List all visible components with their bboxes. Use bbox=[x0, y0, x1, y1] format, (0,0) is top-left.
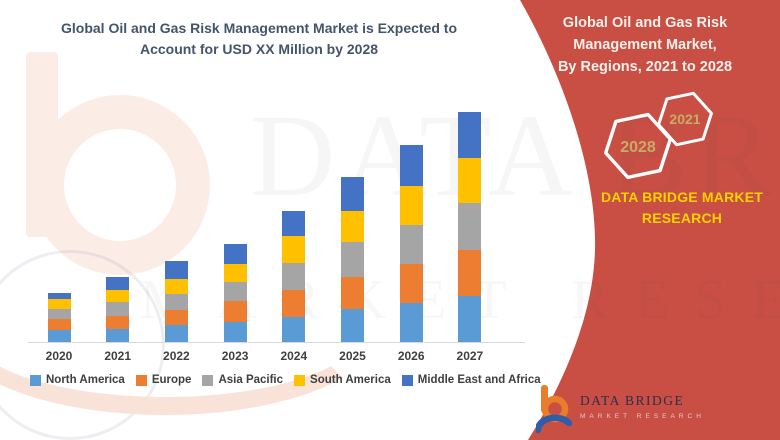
bar-segment-2023-europe bbox=[223, 301, 247, 322]
hexagon-2028 bbox=[604, 112, 672, 180]
legend-marker-icon bbox=[401, 374, 413, 386]
bar-segment-2024-south-america bbox=[282, 236, 306, 263]
bar-segment-2024-north-america bbox=[282, 317, 306, 342]
bar-segment-2027-north-america bbox=[458, 296, 482, 342]
x-axis-line bbox=[28, 342, 525, 343]
legend-label: Middle East and Africa bbox=[417, 374, 541, 386]
logo-text-block: DATA BRIDGE MARKET RESEARCH bbox=[580, 393, 705, 420]
bar-segment-2022-south-america bbox=[164, 279, 188, 294]
legend-item-asia-pacific: Asia Pacific bbox=[202, 374, 283, 386]
chart-title: Global Oil and Gas Risk Management Marke… bbox=[38, 18, 480, 60]
bar-segment-2027-europe bbox=[458, 250, 482, 296]
legend-label: Asia Pacific bbox=[218, 374, 284, 386]
legend-marker-icon bbox=[294, 374, 306, 386]
x-axis-label-2022: 2022 bbox=[163, 349, 190, 363]
hexagon-2021-label: 2021 bbox=[669, 111, 700, 127]
brand-line2: RESEARCH bbox=[641, 210, 723, 226]
bar-segment-2020-north-america bbox=[47, 330, 71, 342]
chart-title-line2: Account for USD XX Million by 2028 bbox=[139, 41, 379, 57]
bar-segment-2020-middle-east-and-africa bbox=[47, 293, 71, 299]
brand-line1: DATA BRIDGE MARKET bbox=[601, 189, 763, 205]
bar-segment-2020-europe bbox=[47, 319, 71, 330]
bar-segment-2023-middle-east-and-africa bbox=[223, 244, 247, 264]
bar-segment-2022-north-america bbox=[164, 325, 188, 342]
bar-segment-2027-asia-pacific bbox=[458, 203, 482, 250]
legend-label: North America bbox=[46, 374, 125, 386]
bar-segment-2021-middle-east-and-africa bbox=[106, 277, 130, 290]
bar-segment-2026-middle-east-and-africa bbox=[399, 145, 423, 186]
legend-item-middle-east-and-africa: Middle East and Africa bbox=[401, 374, 541, 386]
x-axis-label-2023: 2023 bbox=[221, 349, 249, 363]
year-hexagons: 2021 2028 bbox=[604, 91, 713, 180]
bar-2024 bbox=[282, 211, 306, 342]
brand-name: DATA BRIDGE MARKET RESEARCH bbox=[572, 187, 780, 229]
panel-title: Global Oil and Gas Risk Management Marke… bbox=[520, 12, 770, 78]
bar-segment-2026-asia-pacific bbox=[399, 225, 423, 264]
bar-2022 bbox=[164, 261, 188, 342]
legend-item-north-america: North America bbox=[30, 374, 125, 386]
legend-marker-icon bbox=[30, 374, 41, 386]
bar-segment-2024-europe bbox=[282, 290, 306, 317]
panel-title-line3: By Regions, 2021 to 2028 bbox=[557, 59, 733, 75]
bar-segment-2025-south-america bbox=[341, 211, 364, 242]
bar-segment-2022-europe bbox=[164, 310, 188, 325]
x-axis-label-2025: 2025 bbox=[339, 349, 366, 363]
legend-marker-icon bbox=[202, 374, 214, 386]
bar-segment-2021-north-america bbox=[106, 329, 130, 342]
x-axis-label-2024: 2024 bbox=[280, 349, 308, 363]
bar-segment-2021-asia-pacific bbox=[106, 302, 130, 316]
bar-2023 bbox=[223, 244, 247, 342]
data-bridge-logo-icon bbox=[536, 385, 572, 434]
bar-segment-2023-asia-pacific bbox=[223, 282, 247, 301]
bar-segment-2021-europe bbox=[106, 316, 130, 329]
bar-segment-2023-south-america bbox=[223, 264, 247, 282]
bar-segment-2022-middle-east-and-africa bbox=[164, 261, 188, 279]
bars-layer bbox=[30, 90, 530, 342]
bar-segment-2025-middle-east-and-africa bbox=[341, 177, 364, 211]
bar-2020 bbox=[47, 293, 71, 342]
x-axis-label-2027: 2027 bbox=[456, 349, 484, 363]
bar-segment-2024-asia-pacific bbox=[282, 263, 306, 290]
bar-segment-2025-europe bbox=[341, 277, 364, 309]
bar-segment-2022-asia-pacific bbox=[164, 294, 188, 310]
x-axis-labels: 2020 2021 2022 2023 2024 2025 2026 2027 bbox=[30, 349, 530, 365]
bar-segment-2026-south-america bbox=[399, 186, 423, 225]
bar-2025 bbox=[341, 177, 364, 342]
bar-segment-2026-europe bbox=[399, 264, 423, 303]
x-axis-label-2020: 2020 bbox=[45, 349, 73, 363]
panel-title-line1: Global Oil and Gas Risk bbox=[562, 15, 728, 31]
bar-segment-2024-middle-east-and-africa bbox=[282, 211, 306, 236]
company-logo: DATA BRIDGE MARKET RESEARCH bbox=[536, 384, 705, 434]
legend-label: Europe bbox=[151, 374, 192, 386]
legend-marker-icon bbox=[135, 374, 147, 386]
x-axis-label-2021: 2021 bbox=[104, 349, 132, 363]
bar-segment-2025-north-america bbox=[341, 309, 364, 342]
chart-legend: North America Europe Asia Pacific South Ame… bbox=[30, 374, 541, 386]
bar-segment-2026-north-america bbox=[399, 303, 423, 342]
bar-segment-2020-asia-pacific bbox=[47, 309, 71, 319]
bar-segment-2021-south-america bbox=[106, 290, 130, 302]
logo-subtitle: MARKET RESEARCH bbox=[580, 413, 705, 420]
bar-segment-2027-middle-east-and-africa bbox=[458, 112, 482, 158]
x-axis-label-2026: 2026 bbox=[397, 349, 425, 363]
legend-item-south-america: South America bbox=[294, 374, 391, 386]
bar-segment-2027-south-america bbox=[458, 158, 482, 203]
panel-title-line2: Management Market, bbox=[573, 37, 717, 53]
legend-label: South America bbox=[310, 374, 391, 386]
chart-title-line1: Global Oil and Gas Risk Management Marke… bbox=[61, 20, 457, 36]
bar-2026 bbox=[399, 145, 423, 342]
hexagon-2028-label: 2028 bbox=[620, 139, 656, 156]
watermark-text-data-bridge: DATA BRIDGE bbox=[250, 90, 780, 221]
bar-2027 bbox=[458, 112, 482, 342]
bar-segment-2020-south-america bbox=[47, 299, 71, 309]
legend-item-europe: Europe bbox=[135, 374, 192, 386]
bar-segment-2023-north-america bbox=[223, 322, 247, 342]
bar-2021 bbox=[106, 277, 130, 342]
bar-segment-2025-asia-pacific bbox=[341, 242, 364, 277]
logo-name: DATA BRIDGE bbox=[580, 393, 685, 408]
